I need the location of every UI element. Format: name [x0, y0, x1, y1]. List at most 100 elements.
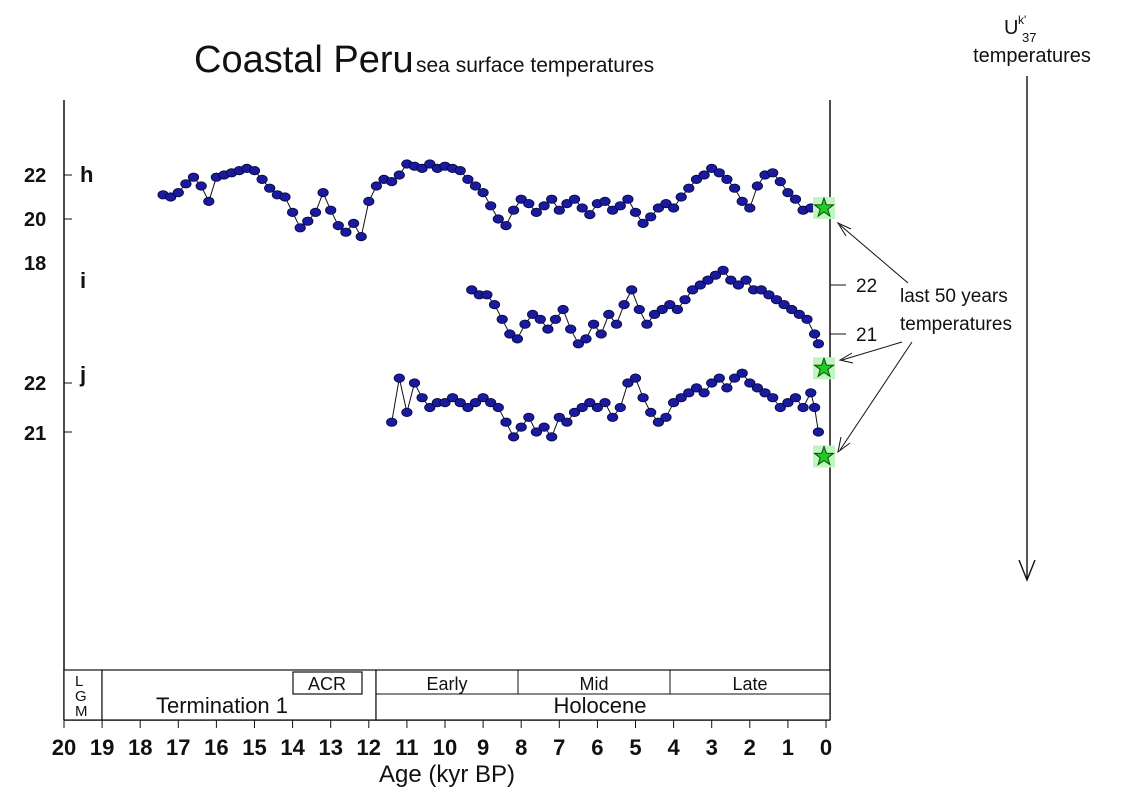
annotation: last 50 years temperatures: [836, 221, 1012, 454]
point-h-25: [347, 218, 360, 228]
point-j-14: [492, 402, 504, 413]
point-j-39: [683, 388, 695, 398]
xtick-label-0: 0: [820, 735, 832, 760]
point-i-25: [656, 304, 668, 315]
point-h-66: [660, 199, 672, 209]
point-h-1: [165, 192, 177, 202]
point-h-78: [751, 181, 764, 191]
point-h-59: [606, 205, 619, 215]
point-h-83: [789, 194, 802, 204]
point-j-50: [767, 393, 779, 403]
svg-text:G: G: [75, 688, 87, 705]
xtick-label-9: 9: [477, 735, 489, 760]
ytick-h-18: 18: [24, 253, 46, 275]
xtick-label-20: 20: [52, 735, 76, 760]
point-h-5: [195, 181, 207, 191]
point-h-56: [584, 210, 596, 220]
point-j-27: [591, 402, 604, 413]
chart-title: Coastal Peru: [194, 39, 414, 81]
point-h-71: [698, 170, 710, 180]
point-h-51: [546, 194, 558, 204]
point-j-9: [454, 397, 466, 408]
xtick-label-11: 11: [395, 735, 418, 760]
point-i-35: [732, 280, 745, 290]
point-h-45: [500, 221, 512, 231]
point-h-61: [622, 194, 634, 204]
point-i-19: [610, 319, 623, 329]
point-j-34: [645, 407, 657, 417]
point-i-26: [664, 299, 676, 310]
point-i-28: [679, 295, 691, 305]
point-h-12: [248, 166, 261, 176]
point-h-39: [454, 166, 466, 176]
x-axis-label: Age (kyr BP): [379, 761, 515, 787]
panel-label-h: h: [80, 162, 93, 187]
point-i-32: [709, 270, 722, 280]
ytick-h-22: 22: [24, 165, 46, 187]
point-i-13: [565, 324, 577, 334]
point-h-48: [523, 199, 535, 209]
point-h-73: [713, 168, 725, 178]
point-i-15: [580, 334, 592, 344]
point-h-82: [782, 188, 794, 198]
acr-label: ACR: [308, 674, 346, 694]
series-i: [466, 265, 825, 349]
uk37-label: U k' 37 temperatures: [973, 13, 1091, 67]
point-j-43: [713, 373, 725, 383]
xtick-label-19: 19: [90, 735, 114, 760]
point-h-52: [553, 205, 565, 215]
point-j-49: [759, 388, 771, 398]
point-j-33: [637, 393, 649, 403]
point-i-27: [671, 304, 684, 315]
point-j-26: [584, 397, 596, 408]
point-i-46: [812, 339, 825, 349]
point-h-4: [187, 172, 200, 182]
early-label: Early: [426, 674, 467, 694]
series-h: [157, 159, 817, 242]
arrow-j: [839, 341, 913, 451]
holocene-label: Holocene: [554, 693, 647, 718]
point-j-40: [690, 383, 703, 393]
point-i-14: [572, 339, 585, 349]
point-i-7: [519, 319, 531, 329]
point-h-64: [645, 212, 657, 222]
point-h-30: [386, 177, 398, 187]
holocene-box: [375, 669, 831, 721]
point-j-17: [515, 422, 527, 432]
point-j-46: [736, 368, 748, 378]
point-h-3: [180, 179, 192, 189]
xtick-label-16: 16: [204, 735, 228, 760]
annotation-line1: last 50 years: [900, 286, 1008, 307]
panel-label-j: j: [79, 362, 86, 387]
point-i-20: [618, 299, 630, 310]
point-i-16: [587, 319, 600, 329]
termination-label: Termination 1: [156, 693, 288, 718]
xtick-label-15: 15: [242, 735, 266, 760]
point-j-54: [797, 402, 809, 413]
point-j-32: [629, 373, 642, 383]
point-j-7: [439, 397, 451, 408]
point-i-38: [755, 285, 767, 295]
point-h-41: [469, 181, 482, 191]
svg-text:U: U: [1004, 17, 1018, 39]
panel-j-yticks: 22 21: [24, 373, 72, 445]
point-i-24: [648, 309, 661, 319]
point-i-34: [725, 275, 737, 285]
point-h-17: [286, 207, 299, 217]
chart-subtitle: sea surface temperatures: [416, 54, 654, 77]
xtick-label-4: 4: [667, 735, 680, 760]
point-i-22: [633, 304, 645, 315]
point-h-24: [340, 227, 352, 237]
point-h-14: [264, 183, 276, 193]
series-line-i: [471, 269, 819, 345]
point-j-31: [622, 378, 634, 388]
point-h-35: [424, 159, 436, 169]
point-j-45: [728, 373, 741, 383]
panel-i-yticks: 22 21: [830, 276, 877, 346]
point-i-36: [740, 275, 752, 285]
point-h-72: [706, 163, 718, 173]
point-j-15: [500, 417, 512, 427]
xtick-label-6: 6: [591, 735, 603, 760]
point-i-43: [793, 309, 805, 319]
